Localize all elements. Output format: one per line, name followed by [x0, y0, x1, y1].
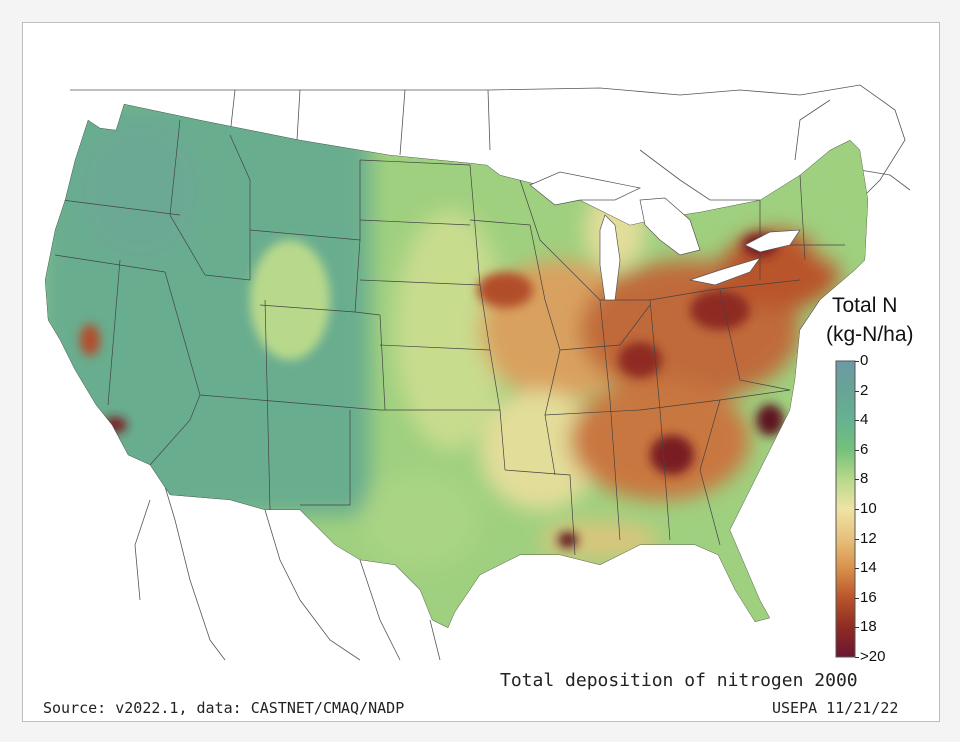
- source-text: Source: v2022.1, data: CASTNET/CMAQ/NADP: [43, 699, 405, 717]
- legend-tick-mark: [855, 479, 859, 481]
- legend-colorbar: [835, 360, 856, 658]
- plains-transition: [395, 210, 505, 450]
- legend-tick-label: >20: [860, 648, 886, 665]
- hotspot-georgia: [650, 435, 694, 475]
- legend-tick-label: 14: [860, 559, 877, 577]
- nw-low-zone: [80, 120, 200, 260]
- hotspot-central-ca: [80, 324, 100, 356]
- rockies-patches: [250, 240, 330, 360]
- legend-tick-label: 6: [860, 440, 869, 458]
- legend-tick-label: 8: [860, 470, 869, 488]
- legend-tick-label: 16: [860, 588, 877, 606]
- legend-tick-label: 12: [860, 529, 877, 547]
- legend-tick-mark: [855, 627, 859, 629]
- hotspot-nc: [756, 404, 784, 436]
- texas-east: [360, 470, 480, 570]
- legend-title-line2: (kg-N/ha): [826, 323, 914, 346]
- deposition-field: [45, 104, 868, 628]
- legend-tick-label: 4: [860, 411, 869, 429]
- legend-tick-mark: [855, 449, 859, 451]
- legend-tick-label: 10: [860, 500, 877, 517]
- legend-tick-mark: [855, 568, 859, 570]
- legend-tick-mark: [855, 657, 859, 658]
- credit-text: USEPA 11/21/22: [772, 699, 899, 717]
- legend-tick-mark: [855, 509, 859, 510]
- legend-tick-mark: [855, 390, 859, 392]
- legend-tick-label: 2: [860, 381, 869, 399]
- legend-tick-mark: [855, 361, 859, 362]
- maine-low: [805, 160, 865, 260]
- legend-tick-label: 0: [860, 352, 869, 369]
- legend-tick-mark: [855, 538, 859, 540]
- legend-title-line1: Total N: [832, 294, 898, 317]
- neighbor-outlines: [70, 84, 911, 661]
- hotspot-iowa: [477, 272, 533, 308]
- legend-tick-mark: [855, 597, 859, 599]
- great-lakes: [529, 171, 801, 301]
- hotspot-pa: [690, 290, 750, 330]
- hotspot-louisiana: [558, 532, 578, 548]
- legend-tick-mark: [855, 420, 859, 422]
- legend-tick-label: 18: [860, 618, 877, 636]
- hotspot-indiana: [618, 342, 662, 378]
- map-title: Total deposition of nitrogen 2000: [500, 670, 858, 691]
- florida-low: [715, 535, 765, 625]
